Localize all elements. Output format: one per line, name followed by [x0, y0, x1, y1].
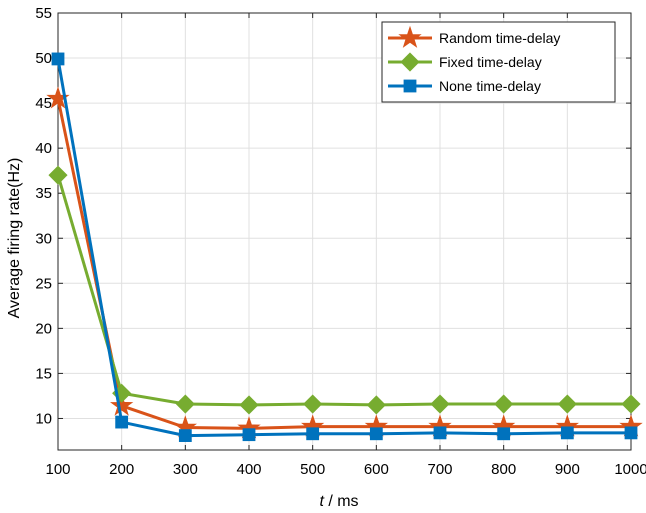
- data-point-marker: [175, 394, 195, 414]
- x-tick-label: 300: [173, 461, 198, 478]
- data-point-marker: [497, 427, 511, 441]
- x-tick-label: 700: [427, 461, 452, 478]
- y-tick-label: 45: [35, 95, 52, 112]
- series-square: [51, 52, 638, 442]
- data-point-marker: [110, 393, 134, 416]
- data-point-marker: [369, 427, 383, 441]
- y-axis-ticks: 10 15 20 25 30 35 40 45 50 55: [35, 5, 631, 427]
- y-tick-label: 35: [35, 185, 52, 202]
- y-tick-label: 40: [35, 140, 52, 157]
- data-point-marker: [303, 394, 323, 414]
- legend-item: Fixed time-delay: [388, 52, 542, 72]
- series-diamond: [48, 165, 641, 415]
- data-point-marker: [560, 426, 574, 440]
- x-tick-label: 500: [300, 461, 325, 478]
- y-tick-label: 20: [35, 320, 52, 337]
- x-tick-label: 400: [236, 461, 261, 478]
- x-tick-label: 1000: [614, 461, 646, 478]
- series-line: [56, 174, 631, 407]
- series-line: [56, 98, 631, 430]
- legend-item: None time-delay: [388, 78, 541, 94]
- data-point-marker: [621, 394, 641, 414]
- legend-marker: [400, 52, 420, 72]
- data-point-marker: [239, 395, 259, 415]
- x-tick-label: 800: [491, 461, 516, 478]
- data-point-marker: [433, 426, 447, 440]
- grid-lines: [57, 12, 632, 450]
- legend: Random time-delay Fixed time-delay None ti…: [381, 21, 616, 103]
- legend-item: Random time-delay: [388, 25, 560, 48]
- y-tick-label: 25: [35, 275, 52, 292]
- x-tick-label: 600: [364, 461, 389, 478]
- data-point-marker: [242, 428, 256, 442]
- y-tick-label: 15: [35, 365, 52, 382]
- data-point-marker: [366, 395, 386, 415]
- x-axis-label-variable: t: [319, 493, 324, 510]
- x-axis-label: t / ms: [319, 493, 358, 510]
- data-point-marker: [494, 394, 514, 414]
- data-point-marker: [557, 394, 577, 414]
- data-point-marker: [115, 415, 129, 429]
- x-tick-label: 100: [45, 461, 70, 478]
- data-point-marker: [430, 394, 450, 414]
- data-point-marker: [306, 427, 320, 441]
- x-axis-ticks: 100 200 300 400 500 600 700 800 900 1000: [45, 13, 646, 478]
- data-point-marker: [51, 52, 65, 66]
- y-tick-label: 10: [35, 410, 52, 427]
- x-tick-label: 900: [555, 461, 580, 478]
- y-axis-label: Average firing rate(Hz): [6, 158, 23, 319]
- y-tick-label: 55: [35, 5, 52, 22]
- y-tick-label: 50: [35, 50, 52, 67]
- data-point-marker: [624, 426, 638, 440]
- data-point-marker: [178, 429, 192, 442]
- x-tick-label: 200: [109, 461, 134, 478]
- legend-label: None time-delay: [439, 78, 541, 94]
- data-series: [46, 52, 643, 442]
- legend-label: Fixed time-delay: [439, 54, 542, 70]
- legend-label: Random time-delay: [439, 30, 560, 46]
- y-tick-label: 30: [35, 230, 52, 247]
- series-line: [56, 58, 631, 438]
- data-point-marker: [48, 165, 68, 185]
- plot-area: [57, 12, 632, 451]
- legend-marker: [398, 25, 422, 48]
- x-axis-label-unit: / ms: [324, 493, 359, 510]
- legend-marker: [403, 79, 417, 93]
- series-star: [46, 86, 643, 439]
